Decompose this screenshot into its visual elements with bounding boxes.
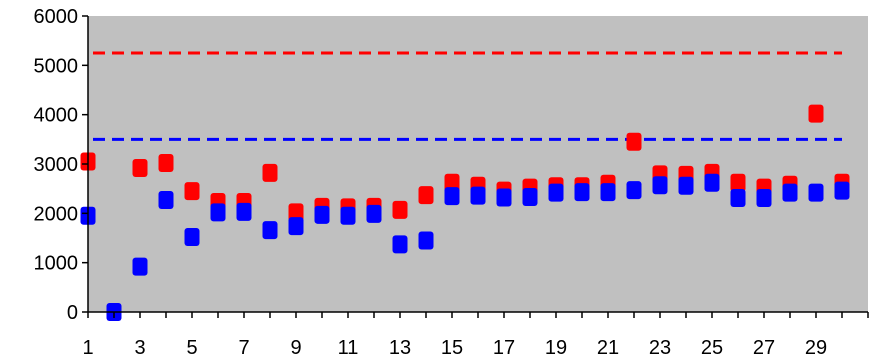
y-tick-label: 0 bbox=[67, 302, 78, 324]
series-1-point bbox=[184, 182, 200, 201]
x-tick-label: 27 bbox=[753, 337, 775, 359]
series-2-point bbox=[340, 206, 356, 225]
series-2-point bbox=[756, 189, 772, 208]
x-tick-label: 23 bbox=[649, 337, 671, 359]
series-2-point bbox=[652, 176, 668, 195]
series-2-point bbox=[548, 183, 564, 202]
x-tick-label: 1 bbox=[82, 337, 93, 359]
y-tick-label: 2000 bbox=[34, 203, 79, 225]
series-1-point bbox=[158, 154, 174, 173]
series-2-point bbox=[600, 183, 616, 202]
plot-area-background bbox=[88, 16, 868, 312]
y-tick-label: 4000 bbox=[34, 105, 79, 127]
y-tick-labels: 0 1000 2000 3000 4000 5000 6000 bbox=[34, 6, 79, 324]
y-tick-label: 1000 bbox=[34, 253, 79, 275]
series-2-point bbox=[262, 221, 278, 240]
series-1-point bbox=[418, 186, 434, 205]
series-2-point bbox=[730, 189, 746, 208]
x-tick-label: 9 bbox=[290, 337, 301, 359]
x-tick-labels: 1 3 5 7 9 11 13 15 17 19 21 23 25 27 29 bbox=[82, 337, 827, 359]
x-tick-label: 13 bbox=[389, 337, 411, 359]
y-tick-label: 6000 bbox=[34, 6, 79, 28]
series-1-point bbox=[730, 173, 746, 192]
axes-layer bbox=[82, 15, 869, 318]
series-1-point bbox=[626, 132, 642, 151]
series-2-point bbox=[132, 257, 148, 276]
x-tick-label: 25 bbox=[701, 337, 723, 359]
series-2-point bbox=[496, 188, 512, 207]
series-1-point bbox=[262, 163, 278, 182]
x-tick-label: 17 bbox=[493, 337, 515, 359]
x-tick-label: 5 bbox=[186, 337, 197, 359]
series-2-point bbox=[834, 181, 850, 200]
series-1-point bbox=[392, 200, 408, 219]
series-2-point bbox=[236, 202, 252, 221]
series-2-point bbox=[444, 187, 460, 206]
series-2 bbox=[80, 173, 850, 321]
series-2-point bbox=[392, 235, 408, 254]
series-2-point bbox=[574, 183, 590, 202]
x-tick-label: 19 bbox=[545, 337, 567, 359]
series-2-point bbox=[704, 173, 720, 192]
series-2-point bbox=[418, 231, 434, 250]
x-tick-label: 11 bbox=[338, 337, 359, 359]
series-1-point bbox=[288, 203, 304, 222]
series-2-point bbox=[678, 176, 694, 195]
series-2-point bbox=[210, 203, 226, 222]
series-2-point bbox=[782, 183, 798, 202]
x-tick-label: 3 bbox=[134, 337, 145, 359]
x-tick-label: 7 bbox=[238, 337, 249, 359]
series-layer bbox=[80, 104, 850, 321]
series-1-point bbox=[808, 104, 824, 123]
series-2-point bbox=[158, 191, 174, 210]
series-2-point bbox=[522, 188, 538, 207]
y-tick-label: 5000 bbox=[34, 55, 79, 77]
reference-lines bbox=[93, 51, 842, 141]
series-2-point bbox=[808, 183, 824, 202]
series-2-point bbox=[184, 228, 200, 247]
y-tick-label: 3000 bbox=[34, 154, 79, 176]
series-1-point bbox=[132, 158, 148, 177]
series-2-point bbox=[314, 205, 330, 224]
x-tick-label: 29 bbox=[805, 337, 827, 359]
series-2-point bbox=[288, 217, 304, 236]
x-tick-label: 15 bbox=[441, 337, 463, 359]
series-2-point bbox=[366, 204, 382, 223]
series-2-point bbox=[626, 181, 642, 200]
series-2-point bbox=[470, 186, 486, 205]
x-tick-label: 21 bbox=[597, 337, 619, 359]
